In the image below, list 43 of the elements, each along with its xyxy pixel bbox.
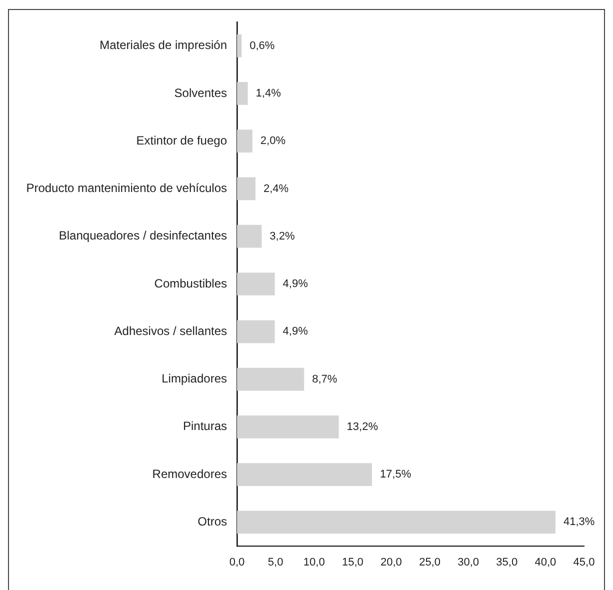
data-label: 4,9% — [282, 278, 308, 290]
y-tick-label: Producto mantenimiento de vehículos — [26, 181, 227, 196]
data-label: 0,6% — [250, 40, 275, 52]
bar — [237, 82, 248, 105]
bar — [237, 463, 372, 486]
x-tick-label: 0,0 — [229, 556, 245, 569]
bar — [237, 320, 275, 344]
data-label: 13,2% — [346, 420, 378, 433]
data-label: 2,0% — [260, 135, 286, 148]
bar — [237, 177, 256, 200]
y-tick-label: Materiales de impresión — [100, 38, 227, 52]
y-tick-label: Pinturas — [182, 419, 227, 434]
x-tick-label: 5,0 — [268, 556, 284, 569]
bar — [237, 224, 262, 248]
data-label: 41,3% — [563, 516, 595, 528]
x-tick-label: 25,0 — [419, 556, 440, 569]
bar — [237, 34, 242, 58]
x-tick-label: 20,0 — [380, 556, 402, 569]
data-label: 17,5% — [380, 468, 412, 481]
y-tick-label: Combustibles — [154, 276, 227, 290]
x-tick-label: 10,0 — [303, 556, 325, 569]
x-tick-label: 15,0 — [342, 556, 364, 569]
bar — [237, 510, 556, 534]
data-label: 2,4% — [264, 182, 289, 195]
bar — [237, 272, 275, 296]
x-tick-label: 30,0 — [458, 556, 480, 569]
data-label: 4,9% — [282, 326, 308, 338]
data-label: 1,4% — [256, 87, 282, 100]
bar — [237, 368, 304, 391]
bar — [237, 415, 339, 438]
data-label: 3,2% — [270, 230, 295, 242]
y-tick-label: Adhesivos / sellantes — [114, 324, 227, 338]
y-tick-label: Limpiadores — [162, 372, 227, 386]
bar — [237, 130, 252, 153]
x-tick-label: 35,0 — [496, 556, 518, 569]
x-tick-label: 40,0 — [534, 556, 556, 569]
y-tick-label: Blanqueadores / desinfectantes — [58, 228, 227, 243]
y-tick-label: Solventes — [174, 86, 227, 100]
y-tick-label: Extintor de fuego — [136, 133, 228, 148]
y-tick-label: Otros — [198, 514, 227, 528]
data-label: 8,7% — [312, 373, 338, 386]
y-tick-label: Removedores — [152, 466, 227, 481]
x-tick-label: 45,0 — [573, 556, 595, 569]
